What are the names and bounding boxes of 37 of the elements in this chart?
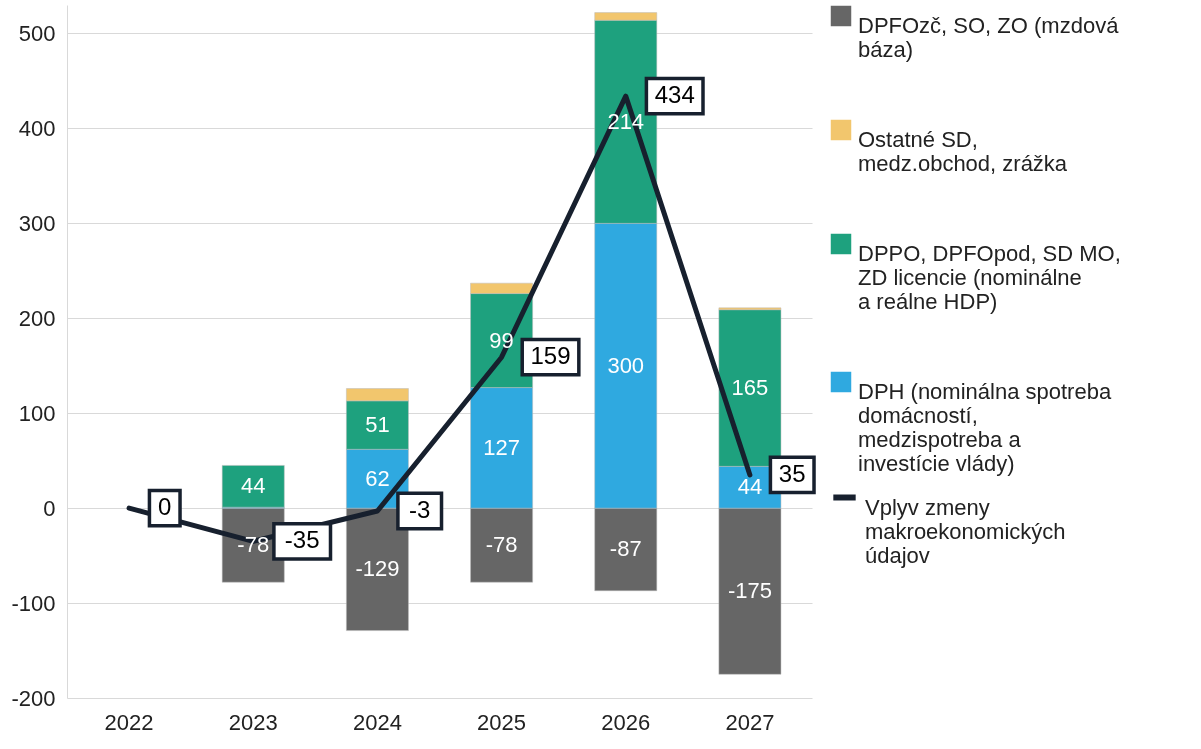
y-tick-label: 500 [18,20,56,46]
x-tick-label: 2025 [477,709,527,735]
data-label: -175 [727,578,772,604]
data-label: 44 [241,473,266,499]
legend-label: DPFOzč, SO, ZO (mzdová báza) [858,13,1120,62]
x-tick-label: 2026 [601,709,651,735]
x-tick-label: 2023 [228,709,278,735]
y-tick-label: 400 [18,115,56,141]
x-tick-label: 2027 [725,709,775,735]
data-label: 35 [778,459,806,487]
data-label: -78 [237,532,270,558]
y-tick-label: -200 [11,685,56,711]
data-label: -3 [409,495,431,523]
data-label: 127 [483,434,520,460]
y-tick-label: 100 [18,400,56,426]
data-label: -78 [485,532,518,558]
data-label: 0 [158,493,172,521]
legend-label: DPH (nominálna spotreba domácností, medzispotreba a investície vlády) [858,379,1112,476]
legend-label: DPPO, DPFOpod, SD MO, ZD licencie (nominálne a reálne HDP) [858,241,1121,314]
y-tick-label: 300 [18,210,56,236]
legend-label: Vplyv zmeny makroekonomických údajov [865,494,1066,568]
y-tick-label: 0 [43,495,56,521]
x-tick-label: 2022 [104,709,154,735]
y-tick-label: -100 [11,590,56,616]
data-label: 44 [737,474,763,500]
data-label: -129 [355,556,400,582]
data-label: -87 [609,536,642,562]
data-label: 434 [654,81,695,109]
data-label: 165 [731,375,769,401]
x-tick-label: 2024 [352,709,402,735]
data-label: 159 [530,342,571,370]
data-label: 51 [365,412,390,438]
legend-label: Ostatné SD, medz.obchod, zrážka [858,127,1068,176]
y-tick-label: 200 [18,305,56,331]
data-label: 62 [365,465,390,491]
data-label: 300 [607,352,645,378]
data-label: -35 [284,526,320,554]
